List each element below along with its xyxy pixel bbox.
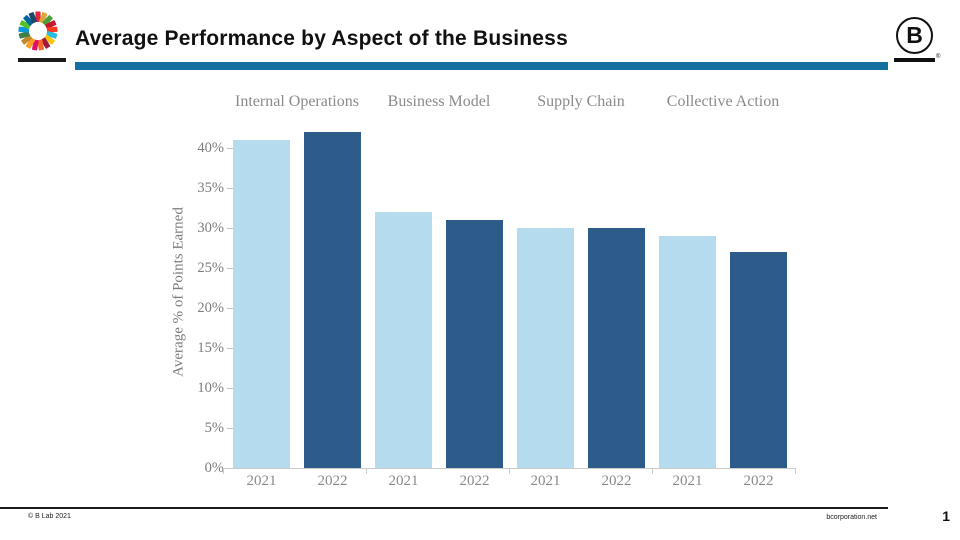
sdg-wheel-segment <box>19 20 31 30</box>
bar-2022-supply-chain <box>588 228 645 468</box>
x-axis-tick <box>652 468 654 474</box>
y-tick-mark <box>227 267 233 269</box>
b-corp-icon: B <box>896 17 933 54</box>
y-tick-mark <box>227 347 233 349</box>
x-tick-label: 2022 <box>317 473 348 489</box>
sdg-wheel-segment <box>23 15 34 26</box>
x-tick-label: 2021 <box>246 473 277 489</box>
y-tick-label: 0% <box>204 460 224 476</box>
sdg-wheel-segment <box>42 15 53 26</box>
category-label: Supply Chain <box>537 93 625 110</box>
y-tick-label: 30% <box>197 220 224 236</box>
y-tick-mark <box>227 227 233 229</box>
sdg-wheel-segment <box>37 39 45 51</box>
slide-title: Average Performance by Aspect of the Bus… <box>75 27 568 50</box>
copyright-text: © B Lab 2021 <box>28 513 71 520</box>
x-tick-label: 2021 <box>530 473 561 489</box>
bar-2022-internal-operations <box>304 132 361 468</box>
sdg-wheel-segment <box>46 26 58 33</box>
sdg-wheel-segment <box>35 11 41 22</box>
website-text: bcorporation.net <box>826 514 877 521</box>
x-tick-label: 2021 <box>388 473 419 489</box>
sdg-wheel-segment <box>45 20 57 30</box>
y-tick-mark <box>227 307 233 309</box>
y-tick-label: 10% <box>197 380 224 396</box>
y-tick-mark <box>227 387 233 389</box>
sdg-wheel-segment <box>40 37 51 49</box>
x-tick-label: 2022 <box>601 473 632 489</box>
x-tick-label: 2021 <box>672 473 703 489</box>
sdg-wheel-segment <box>43 34 55 45</box>
x-axis-tick <box>509 468 511 474</box>
bar-2022-collective-action <box>730 252 787 468</box>
bar-2022-business-model <box>446 220 503 468</box>
category-label: Internal Operations <box>235 93 359 110</box>
x-axis-tick <box>223 468 225 474</box>
bar-2021-collective-action <box>659 236 716 468</box>
y-tick-mark <box>227 187 233 189</box>
sdg-wheel-segment <box>18 31 30 39</box>
y-tick-label: 35% <box>197 180 224 196</box>
bar-2021-supply-chain <box>517 228 574 468</box>
bcorp-underline <box>894 58 935 62</box>
x-tick-label: 2022 <box>743 473 774 489</box>
bar-2021-internal-operations <box>233 140 290 468</box>
y-tick-label: 20% <box>197 300 224 316</box>
sdg-wheel-segment <box>21 34 33 45</box>
y-tick-label: 5% <box>204 420 224 436</box>
y-tick-label: 15% <box>197 340 224 356</box>
y-tick-label: 25% <box>197 260 224 276</box>
category-label: Business Model <box>387 93 491 110</box>
sdg-wheel-icon <box>18 11 58 51</box>
y-tick-label: 40% <box>197 140 224 156</box>
bcorp-logo: B ® <box>890 14 946 66</box>
sdg-wheel-segment <box>25 37 36 49</box>
category-label: Collective Action <box>666 93 780 110</box>
x-axis-tick <box>366 468 368 474</box>
page-number: 1 <box>942 508 950 524</box>
b-letter: B <box>906 22 923 48</box>
footer-rule <box>0 507 888 510</box>
bar-2021-business-model <box>375 212 432 468</box>
header-accent-rule <box>75 62 888 70</box>
x-axis-tick <box>795 468 797 474</box>
sdg-wheel-segment <box>28 12 37 24</box>
sdg-wheel-segment <box>39 12 48 24</box>
sdg-logo-underline <box>18 58 66 62</box>
x-tick-label: 2022 <box>459 473 490 489</box>
y-tick-mark <box>227 147 233 149</box>
registered-trademark-icon: ® <box>936 54 941 60</box>
y-tick-mark <box>227 427 233 429</box>
